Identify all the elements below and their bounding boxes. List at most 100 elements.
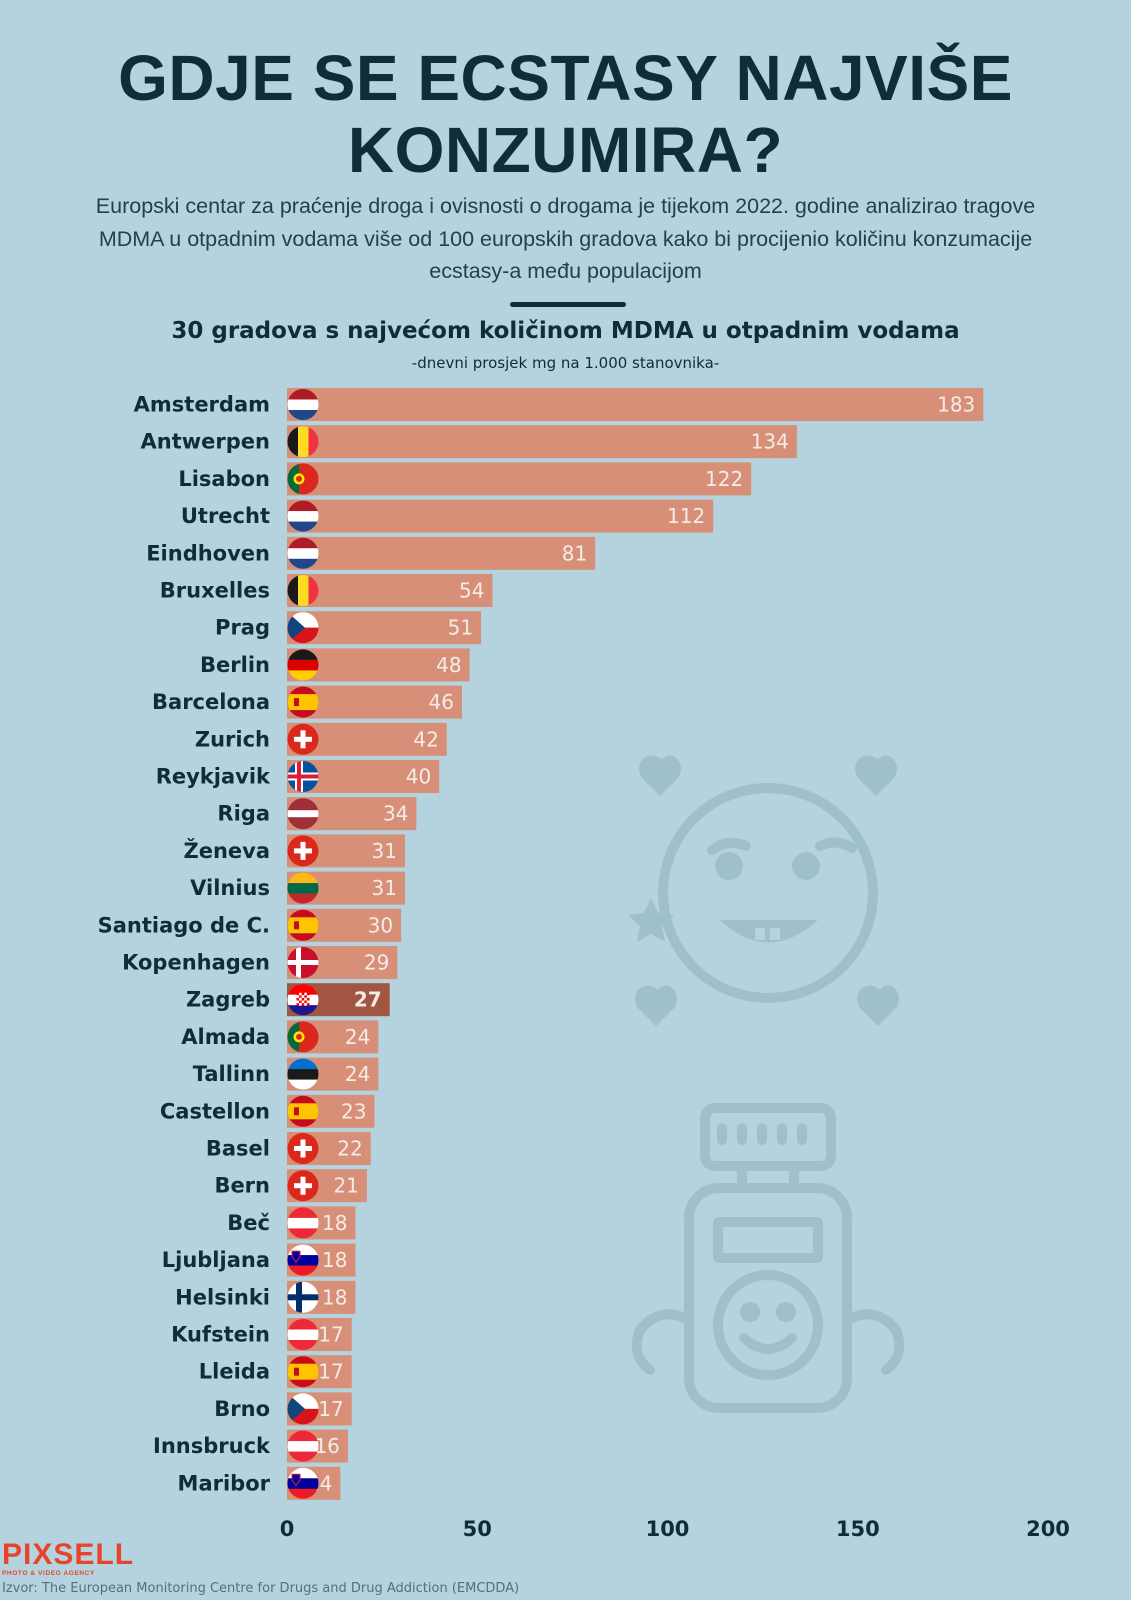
category-label-15: Santiago de C. — [98, 913, 270, 937]
category-label-4: Utrecht — [181, 504, 270, 528]
value-label-24: 18 — [322, 1248, 347, 1272]
value-label-17: 27 — [354, 988, 382, 1012]
category-label-3: Lisabon — [178, 467, 270, 491]
value-label-27: 17 — [318, 1360, 343, 1384]
austria-flag-icon — [287, 1207, 319, 1239]
portugal-flag-icon — [287, 463, 319, 495]
netherlands-flag-icon — [287, 537, 319, 569]
category-label-17: Zagreb — [186, 988, 270, 1012]
category-label-14: Vilnius — [190, 876, 270, 900]
lithuania-flag-icon — [287, 872, 319, 904]
x-tick-label-200: 200 — [1026, 1517, 1070, 1541]
belgium-flag-icon — [287, 426, 319, 458]
value-label-11: 40 — [406, 765, 431, 789]
category-label-28: Brno — [214, 1397, 270, 1421]
value-label-13: 31 — [372, 839, 397, 863]
czechia-flag-icon — [287, 1393, 319, 1425]
category-label-13: Ženeva — [183, 838, 270, 863]
austria-flag-icon — [287, 1430, 319, 1462]
category-label-5: Eindhoven — [146, 541, 270, 565]
category-label-12: Riga — [217, 802, 270, 826]
value-label-25: 18 — [322, 1285, 347, 1309]
bar-5 — [287, 536, 596, 570]
value-label-23: 18 — [322, 1211, 347, 1235]
value-label-10: 42 — [413, 727, 438, 751]
pixsell-logo: PIXSELL PHOTO & VIDEO AGENCY — [2, 1540, 134, 1578]
value-label-19: 24 — [345, 1062, 370, 1086]
page-title-line-1: GDJE SE ECSTASY NAJVIŠE — [118, 42, 1013, 114]
value-label-15: 30 — [368, 913, 393, 937]
switzerland-flag-icon — [287, 835, 319, 867]
estonia-flag-icon — [287, 1058, 319, 1090]
value-label-5: 81 — [562, 541, 587, 565]
value-label-29: 16 — [314, 1434, 339, 1458]
finland-flag-icon — [287, 1281, 319, 1313]
value-label-28: 17 — [318, 1397, 343, 1421]
value-label-6: 54 — [459, 579, 484, 603]
croatia-flag-icon — [287, 984, 319, 1016]
bar-4 — [287, 499, 714, 533]
category-label-2: Antwerpen — [141, 430, 270, 454]
value-label-18: 24 — [345, 1025, 370, 1049]
page-title-line-2: KONZUMIRA? — [347, 114, 784, 186]
x-tick-label-100: 100 — [646, 1517, 690, 1541]
belgium-flag-icon — [287, 575, 319, 606]
category-label-25: Helsinki — [175, 1285, 270, 1309]
category-label-19: Tallinn — [193, 1062, 270, 1086]
category-label-29: Innsbruck — [153, 1434, 271, 1458]
spain-flag-icon — [287, 909, 319, 941]
value-label-12: 34 — [383, 802, 408, 826]
germany-flag-icon — [287, 649, 319, 681]
category-label-1: Amsterdam — [134, 393, 270, 417]
latvia-flag-icon — [287, 798, 319, 830]
category-label-20: Castellon — [160, 1099, 270, 1123]
spain-flag-icon — [287, 1356, 319, 1388]
category-label-23: Beč — [227, 1211, 270, 1235]
category-label-30: Maribor — [178, 1471, 271, 1495]
category-label-6: Bruxelles — [160, 579, 270, 603]
category-label-22: Bern — [214, 1174, 270, 1198]
value-label-14: 31 — [372, 876, 397, 900]
category-label-10: Zurich — [195, 727, 270, 751]
category-label-8: Berlin — [200, 653, 270, 677]
spain-flag-icon — [287, 1095, 319, 1127]
chart-unit-subtitle: -dnevni prosjek mg na 1.000 stanovnika- — [411, 354, 720, 372]
iceland-flag-icon — [287, 761, 319, 792]
value-label-16: 29 — [364, 951, 389, 975]
value-label-21: 22 — [337, 1137, 362, 1161]
value-label-7: 51 — [448, 616, 473, 640]
smiling-face-icon — [628, 755, 899, 1026]
switzerland-flag-icon — [287, 1170, 319, 1202]
austria-flag-icon — [287, 1319, 319, 1350]
bar-1 — [287, 388, 984, 421]
x-tick-label-150: 150 — [836, 1517, 880, 1541]
value-label-4: 112 — [667, 504, 705, 528]
bar-3 — [287, 462, 752, 496]
category-label-18: Almada — [181, 1025, 270, 1049]
x-tick-label-0: 0 — [280, 1517, 295, 1541]
slovenia-flag-icon — [287, 1467, 319, 1499]
category-label-16: Kopenhagen — [122, 951, 270, 975]
page-subtitle: Europski centar za praćenje droga i ovis… — [95, 194, 1036, 283]
logo-tagline: PHOTO & VIDEO AGENCY — [2, 1570, 95, 1577]
value-label-3: 122 — [705, 467, 743, 491]
netherlands-flag-icon — [287, 389, 319, 420]
switzerland-flag-icon — [287, 1133, 319, 1164]
value-label-22: 21 — [333, 1174, 358, 1198]
source-note: Izvor: The European Monitoring Centre fo… — [2, 1581, 520, 1596]
category-label-11: Reykjavik — [156, 765, 271, 789]
switzerland-flag-icon — [287, 723, 319, 755]
denmark-flag-icon — [287, 947, 319, 978]
background-decoration — [628, 755, 905, 1413]
category-label-7: Prag — [215, 616, 270, 640]
bar-2 — [287, 425, 797, 459]
spain-flag-icon — [287, 686, 319, 718]
category-label-27: Lleida — [199, 1360, 270, 1384]
portugal-flag-icon — [287, 1021, 319, 1053]
netherlands-flag-icon — [287, 500, 319, 532]
value-label-26: 17 — [318, 1323, 343, 1347]
category-label-26: Kufstein — [171, 1323, 270, 1347]
bar-6 — [287, 574, 493, 607]
value-label-9: 46 — [429, 690, 454, 714]
